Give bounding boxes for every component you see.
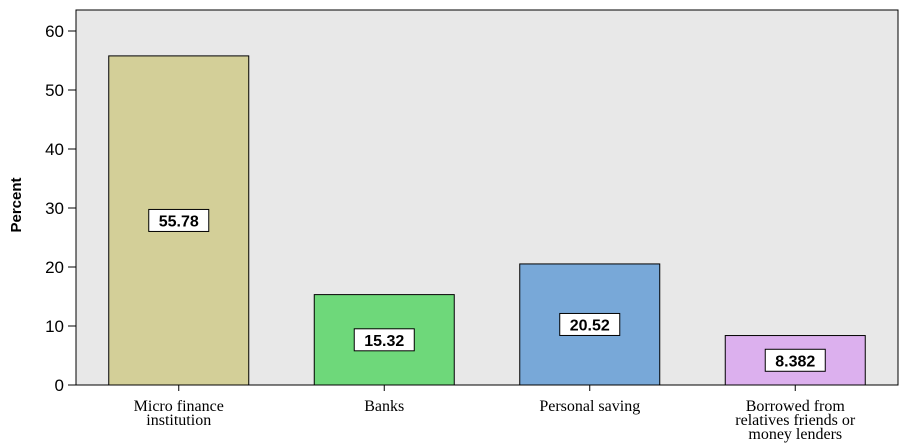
- x-tick-label-line: institution: [146, 412, 211, 429]
- y-tick-label: 30: [45, 199, 64, 218]
- data-label: 20.52: [559, 312, 621, 336]
- data-label: 55.78: [148, 208, 210, 232]
- data-label: 15.32: [353, 328, 415, 352]
- y-tick-label: 10: [45, 317, 64, 336]
- x-tick-label: Micro finance institution: [134, 398, 224, 429]
- data-label: 8.382: [764, 348, 826, 372]
- y-tick-label: 0: [55, 376, 64, 395]
- x-tick-label-line: money lenders: [748, 426, 842, 443]
- data-label-box: [559, 312, 621, 336]
- y-tick-label: 20: [45, 258, 64, 277]
- data-label-box: [764, 348, 826, 372]
- data-labels: 55.78 15.32 20.52 8.382: [148, 208, 826, 372]
- x-tick-label-line: Personal saving: [539, 398, 640, 415]
- data-label-text: 15.32: [364, 333, 404, 350]
- y-tick-label: 50: [45, 81, 64, 100]
- y-axis-ticks: 0 10 20 30 40 50 60: [45, 22, 76, 395]
- y-tick-label: 60: [45, 22, 64, 41]
- x-tick-label-line: Banks: [364, 398, 404, 415]
- data-label-box: [148, 208, 210, 232]
- x-tick-label-line: Micro finance: [134, 398, 224, 415]
- data-label-text: 8.382: [775, 353, 815, 370]
- x-tick-label-line: relatives friends or: [735, 412, 856, 429]
- data-label-text: 20.52: [570, 317, 610, 334]
- x-tick-label: Borrowed from relatives friends or money l…: [735, 398, 856, 443]
- y-axis-label: Percent: [8, 177, 25, 232]
- x-axis-labels: Micro finance institution Banks Personal sa…: [134, 385, 856, 443]
- data-label-box: [353, 328, 415, 352]
- x-tick-label: Banks: [364, 398, 404, 415]
- data-label-text: 55.78: [159, 213, 199, 230]
- x-tick-label-line: Borrowed from: [746, 398, 846, 415]
- x-tick-label: Personal saving: [539, 398, 640, 415]
- y-tick-label: 40: [45, 140, 64, 159]
